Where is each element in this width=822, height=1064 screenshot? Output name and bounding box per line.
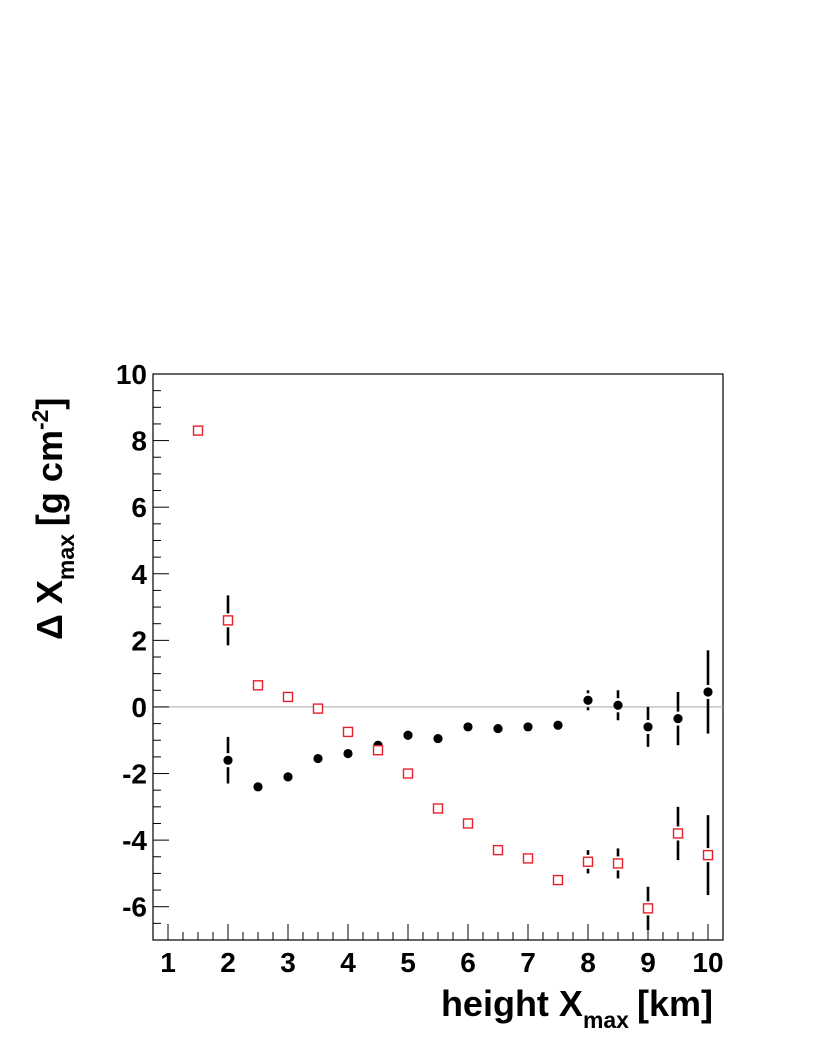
square-data-point <box>402 768 414 779</box>
circle-marker <box>343 748 353 759</box>
x-tick-label: 1 <box>160 947 176 978</box>
square-marker <box>642 903 654 914</box>
square-data-point <box>342 726 354 738</box>
square-data-point <box>432 803 444 814</box>
square-marker <box>492 844 504 856</box>
square-data-point <box>612 848 624 879</box>
x-tick-label: 9 <box>640 947 656 978</box>
circle-marker <box>643 722 653 732</box>
square-marker <box>522 853 534 864</box>
x-tick-label: 3 <box>280 947 296 978</box>
y-tick-label: 2 <box>131 625 147 656</box>
y-tick-label: 10 <box>116 359 147 390</box>
circle-data-point <box>283 772 293 782</box>
square-data-point <box>672 806 684 861</box>
square-data-point <box>552 874 564 886</box>
circle-data-point <box>343 748 353 759</box>
square-data-point <box>462 818 474 829</box>
circle-marker <box>553 720 563 730</box>
circle-data-point <box>673 691 683 746</box>
circle-data-point <box>523 722 533 732</box>
circle-data-point <box>643 706 653 747</box>
y-tick-label: 8 <box>131 426 147 457</box>
y-tick-label: -2 <box>122 759 147 790</box>
square-marker <box>582 856 594 867</box>
y-tick-label: 4 <box>131 559 147 590</box>
y-tick-labels: -6 -4 -2 0 2 4 6 8 10 <box>116 359 148 923</box>
circle-marker <box>283 772 293 782</box>
plot-frame <box>152 373 724 941</box>
circle-data-point <box>493 723 503 734</box>
circle-marker <box>313 753 323 764</box>
circle-marker <box>463 722 473 732</box>
square-marker <box>192 425 204 436</box>
y-tick-label: 0 <box>131 692 147 723</box>
axis-ticks-layer <box>152 373 724 941</box>
square-data-point <box>522 853 534 864</box>
x-tick-labels: 1 2 3 4 5 6 7 8 9 10 <box>160 947 723 978</box>
square-data-point <box>312 703 324 714</box>
circle-marker <box>253 782 263 792</box>
x-axis-title: height Xmax [km] <box>441 983 713 1033</box>
square-data-point <box>642 886 654 931</box>
square-marker <box>402 768 414 779</box>
x-tick-label: 5 <box>400 947 416 978</box>
circle-marker <box>523 722 533 732</box>
circle-marker <box>433 733 443 744</box>
square-data-point <box>372 745 384 756</box>
circle-marker <box>493 723 503 734</box>
square-marker <box>672 828 684 839</box>
circle-marker <box>613 700 623 710</box>
square-marker <box>222 615 234 626</box>
data-points-layer <box>192 425 714 931</box>
square-marker <box>432 803 444 814</box>
y-tick-label: 6 <box>131 492 147 523</box>
square-data-point <box>222 595 234 646</box>
circle-data-point <box>403 730 413 740</box>
square-data-point <box>702 815 714 896</box>
circle-data-point <box>703 650 713 734</box>
circle-data-point <box>583 690 593 711</box>
circle-data-point <box>463 722 473 732</box>
circle-data-point <box>223 736 233 784</box>
square-data-point <box>192 425 204 436</box>
square-marker <box>702 849 714 861</box>
plot-frame-layer <box>152 373 724 941</box>
x-tick-label: 2 <box>220 947 236 978</box>
x-tick-label: 6 <box>460 947 476 978</box>
square-marker <box>372 745 384 756</box>
circle-data-point <box>253 782 263 792</box>
square-data-point <box>282 691 294 703</box>
circle-data-point <box>553 720 563 730</box>
circle-data-point <box>433 733 443 744</box>
x-tick-label: 10 <box>692 947 723 978</box>
y-axis-title: Δ Xmax[g cm-2] <box>27 398 79 640</box>
square-data-point <box>492 844 504 856</box>
square-marker <box>312 703 324 714</box>
square-marker <box>462 818 474 829</box>
x-tick-label: 8 <box>580 947 596 978</box>
y-tick-label: -6 <box>122 892 147 923</box>
square-data-point <box>582 850 594 874</box>
circle-data-point <box>613 690 623 721</box>
circle-data-point <box>313 753 323 764</box>
square-marker <box>252 680 264 691</box>
circle-marker <box>673 713 683 724</box>
square-data-point <box>252 680 264 691</box>
circle-marker <box>223 755 233 765</box>
circle-marker <box>403 730 413 740</box>
x-tick-label: 4 <box>340 947 356 978</box>
y-tick-label: -4 <box>122 825 147 856</box>
square-marker <box>552 874 564 886</box>
square-marker <box>282 691 294 703</box>
circle-marker <box>583 695 593 705</box>
square-marker <box>612 858 624 869</box>
square-marker <box>342 726 354 738</box>
x-tick-label: 7 <box>520 947 536 978</box>
circle-marker <box>703 687 713 697</box>
